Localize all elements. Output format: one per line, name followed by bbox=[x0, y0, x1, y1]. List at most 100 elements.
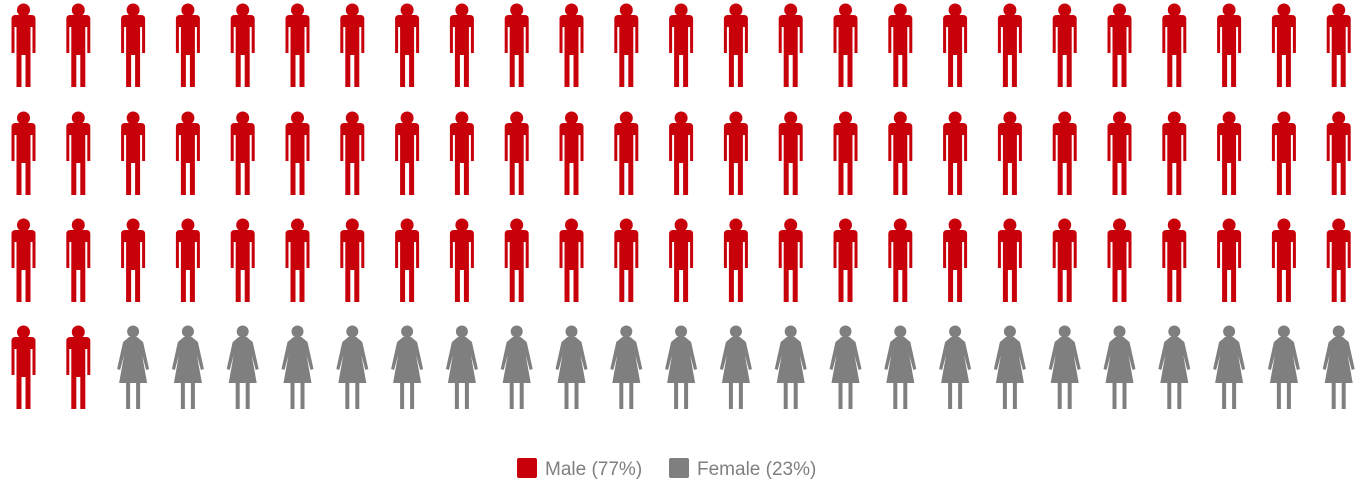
female-person-icon bbox=[829, 325, 862, 409]
male-person-icon bbox=[285, 3, 310, 87]
legend-swatch-male bbox=[517, 458, 537, 478]
female-person-icon bbox=[117, 325, 150, 409]
male-person-icon bbox=[395, 3, 420, 87]
male-person-icon bbox=[888, 111, 913, 195]
male-person-icon bbox=[1107, 111, 1132, 195]
male-person-icon bbox=[230, 3, 255, 87]
male-person-icon bbox=[614, 3, 639, 87]
male-person-icon bbox=[175, 218, 200, 302]
female-person-icon bbox=[774, 325, 807, 409]
male-person-icon bbox=[66, 3, 91, 87]
male-person-icon bbox=[1271, 3, 1296, 87]
male-person-icon bbox=[559, 218, 584, 302]
female-person-icon bbox=[1048, 325, 1081, 409]
male-person-icon bbox=[230, 111, 255, 195]
male-person-icon bbox=[997, 111, 1022, 195]
male-person-icon bbox=[285, 111, 310, 195]
female-person-icon bbox=[391, 325, 424, 409]
male-person-icon bbox=[669, 3, 694, 87]
male-person-icon bbox=[1271, 111, 1296, 195]
male-person-icon bbox=[778, 3, 803, 87]
male-person-icon bbox=[997, 3, 1022, 87]
male-person-icon bbox=[121, 218, 146, 302]
male-person-icon bbox=[833, 111, 858, 195]
male-person-icon bbox=[66, 325, 91, 409]
male-person-icon bbox=[66, 218, 91, 302]
male-person-icon bbox=[395, 218, 420, 302]
male-person-icon bbox=[1052, 3, 1077, 87]
female-person-icon bbox=[281, 325, 314, 409]
male-person-icon bbox=[175, 111, 200, 195]
female-person-icon bbox=[1213, 325, 1246, 409]
female-person-icon bbox=[1103, 325, 1136, 409]
male-person-icon bbox=[66, 111, 91, 195]
female-person-icon bbox=[445, 325, 478, 409]
female-person-icon bbox=[1267, 325, 1300, 409]
male-person-icon bbox=[614, 111, 639, 195]
male-person-icon bbox=[121, 3, 146, 87]
female-person-icon bbox=[1322, 325, 1355, 409]
male-person-icon bbox=[943, 218, 968, 302]
male-person-icon bbox=[559, 3, 584, 87]
male-person-icon bbox=[943, 3, 968, 87]
male-person-icon bbox=[340, 111, 365, 195]
male-person-icon bbox=[1217, 3, 1242, 87]
female-person-icon bbox=[171, 325, 204, 409]
male-person-icon bbox=[1052, 111, 1077, 195]
male-person-icon bbox=[504, 218, 529, 302]
legend-label-male: Male (77%) bbox=[545, 459, 642, 480]
male-person-icon bbox=[1107, 3, 1132, 87]
male-person-icon bbox=[1217, 111, 1242, 195]
male-person-icon bbox=[1052, 218, 1077, 302]
female-person-icon bbox=[1158, 325, 1191, 409]
female-person-icon bbox=[610, 325, 643, 409]
male-person-icon bbox=[559, 111, 584, 195]
male-person-icon bbox=[1326, 218, 1351, 302]
male-person-icon bbox=[888, 3, 913, 87]
male-person-icon bbox=[285, 218, 310, 302]
male-person-icon bbox=[1217, 218, 1242, 302]
female-person-icon bbox=[500, 325, 533, 409]
female-person-icon bbox=[939, 325, 972, 409]
male-person-icon bbox=[1271, 218, 1296, 302]
male-person-icon bbox=[11, 218, 36, 302]
female-person-icon bbox=[336, 325, 369, 409]
female-person-icon bbox=[665, 325, 698, 409]
icon-grid bbox=[11, 3, 1355, 409]
male-person-icon bbox=[11, 111, 36, 195]
male-person-icon bbox=[395, 111, 420, 195]
male-person-icon bbox=[504, 111, 529, 195]
male-person-icon bbox=[449, 218, 474, 302]
male-person-icon bbox=[449, 111, 474, 195]
male-person-icon bbox=[504, 3, 529, 87]
male-person-icon bbox=[723, 218, 748, 302]
male-person-icon bbox=[11, 325, 36, 409]
female-person-icon bbox=[719, 325, 752, 409]
female-person-icon bbox=[884, 325, 917, 409]
male-person-icon bbox=[175, 3, 200, 87]
male-person-icon bbox=[340, 3, 365, 87]
male-person-icon bbox=[778, 218, 803, 302]
male-person-icon bbox=[1107, 218, 1132, 302]
male-person-icon bbox=[669, 218, 694, 302]
male-person-icon bbox=[449, 3, 474, 87]
male-person-icon bbox=[833, 218, 858, 302]
male-person-icon bbox=[340, 218, 365, 302]
male-person-icon bbox=[997, 218, 1022, 302]
male-person-icon bbox=[943, 111, 968, 195]
female-person-icon bbox=[993, 325, 1026, 409]
male-person-icon bbox=[1162, 111, 1187, 195]
male-person-icon bbox=[669, 111, 694, 195]
male-person-icon bbox=[723, 111, 748, 195]
male-person-icon bbox=[230, 218, 255, 302]
male-person-icon bbox=[833, 3, 858, 87]
female-person-icon bbox=[555, 325, 588, 409]
male-person-icon bbox=[1162, 218, 1187, 302]
male-person-icon bbox=[778, 111, 803, 195]
legend-label-female: Female (23%) bbox=[697, 459, 816, 480]
male-person-icon bbox=[888, 218, 913, 302]
male-person-icon bbox=[1326, 111, 1351, 195]
male-person-icon bbox=[121, 111, 146, 195]
male-person-icon bbox=[1326, 3, 1351, 87]
